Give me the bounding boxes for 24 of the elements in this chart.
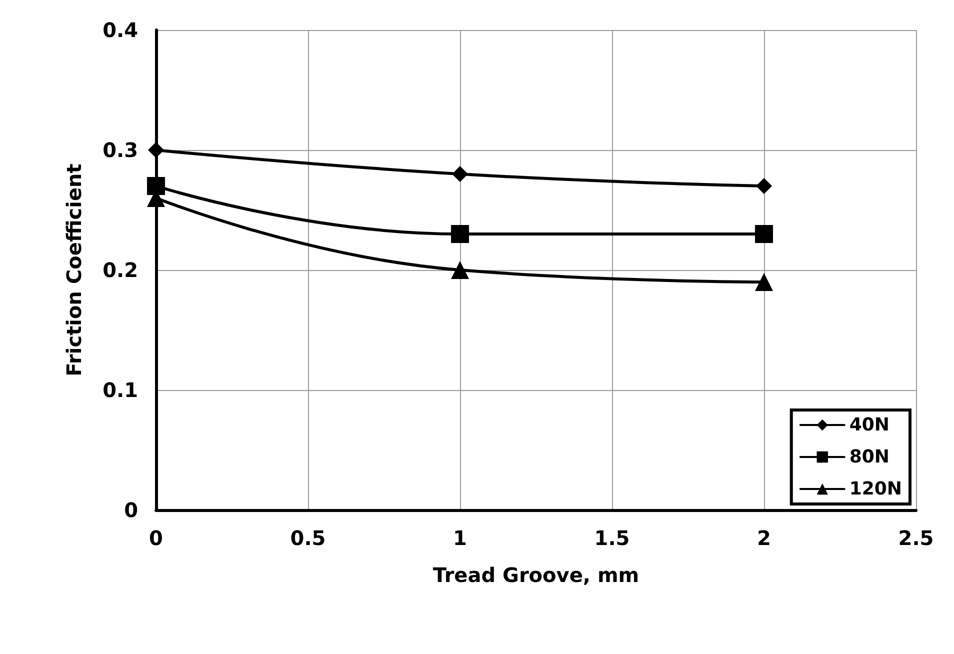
y-tick-label: 0 (124, 498, 138, 522)
y-tick-label: 0.3 (102, 138, 138, 162)
x-axis-title: Tread Groove, mm (432, 563, 640, 587)
y-tick-label: 0.4 (102, 18, 138, 42)
y-tick-label: 0.2 (102, 258, 138, 282)
point (756, 178, 772, 194)
point (451, 261, 469, 279)
y-tick-label: 0.1 (102, 378, 138, 402)
legend-label: 120N (849, 478, 902, 500)
point (755, 225, 773, 243)
x-tick-label: 0 (149, 526, 163, 550)
x-tick-label: 1 (453, 526, 467, 550)
x-tick-label: 1.5 (594, 526, 630, 550)
point (148, 142, 164, 158)
legend-label: 40N (849, 414, 890, 436)
point (451, 225, 469, 243)
y-axis-title: Friction Coefficient (62, 163, 86, 376)
x-tick-label: 0.5 (290, 526, 326, 550)
x-tick-label: 2.5 (898, 526, 934, 550)
x-tick-label: 2 (757, 526, 771, 550)
point (147, 177, 165, 195)
point (755, 273, 773, 291)
legend-label: 80N (849, 446, 890, 468)
point (452, 166, 468, 182)
